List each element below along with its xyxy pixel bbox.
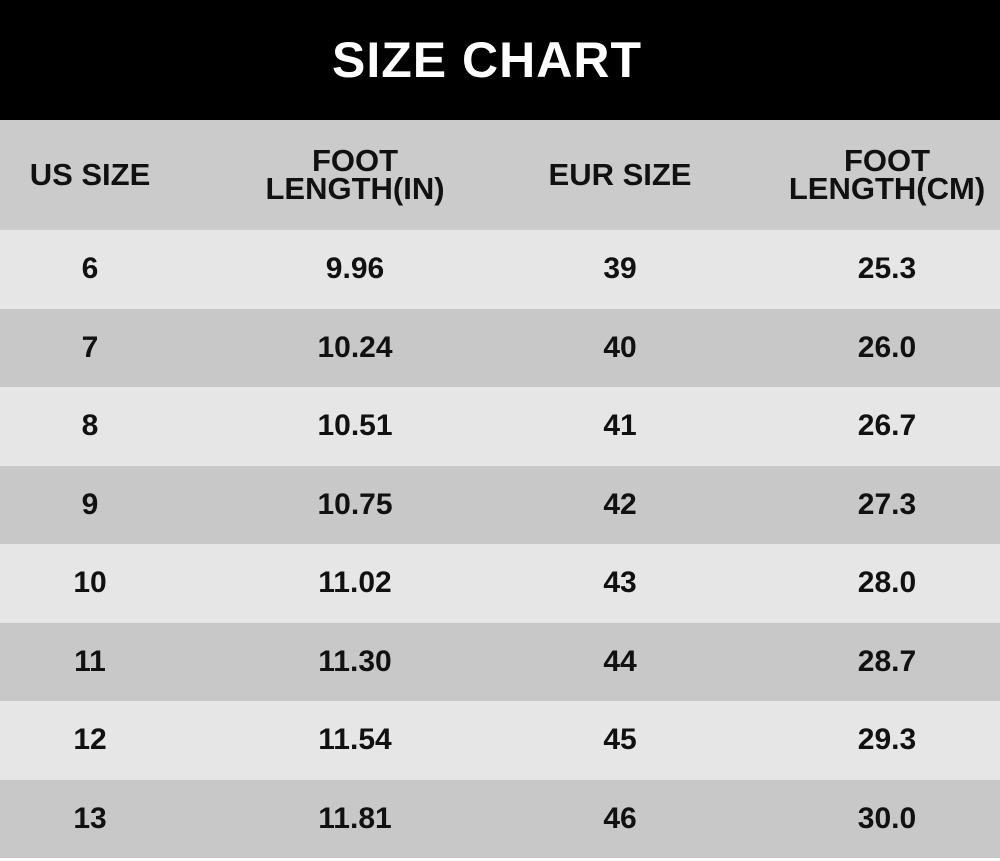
table-row: 10 11.02 43 28.0 bbox=[0, 544, 1000, 623]
cell-us-size: 7 bbox=[81, 330, 99, 364]
header-line: FOOT bbox=[843, 143, 931, 178]
cell-foot-length-in: 11.02 bbox=[318, 566, 392, 600]
cell-us-size: 8 bbox=[81, 409, 99, 443]
cell-foot-length-cm: 26.7 bbox=[857, 409, 917, 443]
cell-foot-length-in: 10.24 bbox=[317, 330, 393, 364]
header-foot-length-cm: FOOT LENGTH(CM) bbox=[710, 143, 1000, 206]
cell-eur-size: 46 bbox=[603, 801, 637, 835]
cell-foot-length-cm: 28.7 bbox=[857, 644, 917, 678]
cell-us-size: 11 bbox=[74, 644, 106, 678]
cell-eur-size: 41 bbox=[603, 409, 637, 443]
cell-foot-length-cm: 26.0 bbox=[857, 330, 917, 364]
cell-eur-size: 43 bbox=[603, 566, 637, 600]
table-row: 7 10.24 40 26.0 bbox=[0, 308, 1000, 387]
header-eur-size: EUR SIZE bbox=[548, 157, 692, 192]
table-row: 11 11.30 44 28.7 bbox=[0, 622, 1000, 701]
table-row: 9 10.75 42 27.3 bbox=[0, 465, 1000, 544]
header-us-size: US SIZE bbox=[29, 157, 151, 192]
table-row: 8 10.51 41 26.7 bbox=[0, 387, 1000, 466]
cell-us-size: 12 bbox=[73, 723, 107, 757]
header-foot-length-in: FOOT LENGTH(IN) bbox=[180, 143, 530, 206]
cell-foot-length-cm: 29.3 bbox=[857, 723, 917, 757]
cell-foot-length-cm: 30.0 bbox=[857, 801, 917, 835]
header-line: LENGTH(IN) bbox=[265, 171, 445, 206]
cell-foot-length-in: 11.30 bbox=[318, 644, 392, 678]
cell-foot-length-in: 10.75 bbox=[317, 487, 393, 521]
cell-us-size: 13 bbox=[73, 801, 107, 835]
table-row: 6 9.96 39 25.3 bbox=[0, 230, 1000, 309]
cell-foot-length-in: 11.81 bbox=[318, 801, 392, 835]
cell-foot-length-cm: 25.3 bbox=[857, 252, 917, 286]
size-table: US SIZE FOOT LENGTH(IN) EUR SIZE FOOT LE… bbox=[0, 120, 1000, 858]
cell-eur-size: 40 bbox=[603, 330, 637, 364]
cell-us-size: 6 bbox=[81, 252, 99, 286]
cell-us-size: 9 bbox=[81, 487, 99, 521]
header-line: FOOT bbox=[311, 143, 399, 178]
table-row: 12 11.54 45 29.3 bbox=[0, 701, 1000, 780]
cell-eur-size: 45 bbox=[603, 723, 637, 757]
cell-eur-size: 44 bbox=[603, 644, 637, 678]
cell-us-size: 10 bbox=[73, 566, 107, 600]
cell-foot-length-cm: 27.3 bbox=[857, 487, 917, 521]
cell-foot-length-in: 10.51 bbox=[317, 409, 393, 443]
cell-eur-size: 42 bbox=[603, 487, 637, 521]
header-line: LENGTH(CM) bbox=[788, 171, 986, 206]
page-title: SIZE CHART bbox=[332, 32, 642, 88]
cell-foot-length-in: 9.96 bbox=[325, 252, 385, 286]
cell-foot-length-in: 11.54 bbox=[318, 723, 392, 757]
table-header: US SIZE FOOT LENGTH(IN) EUR SIZE FOOT LE… bbox=[0, 120, 1000, 230]
cell-eur-size: 39 bbox=[603, 252, 637, 286]
table-row: 13 11.81 46 30.0 bbox=[0, 779, 1000, 858]
cell-foot-length-cm: 28.0 bbox=[857, 566, 917, 600]
title-bar: SIZE CHART bbox=[0, 0, 1000, 120]
